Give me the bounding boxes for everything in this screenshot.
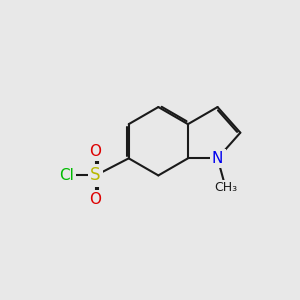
Text: O: O — [90, 192, 102, 207]
Text: O: O — [90, 144, 102, 159]
Text: Cl: Cl — [59, 168, 74, 183]
Text: S: S — [90, 167, 101, 184]
Text: N: N — [212, 151, 223, 166]
Text: CH₃: CH₃ — [214, 181, 237, 194]
